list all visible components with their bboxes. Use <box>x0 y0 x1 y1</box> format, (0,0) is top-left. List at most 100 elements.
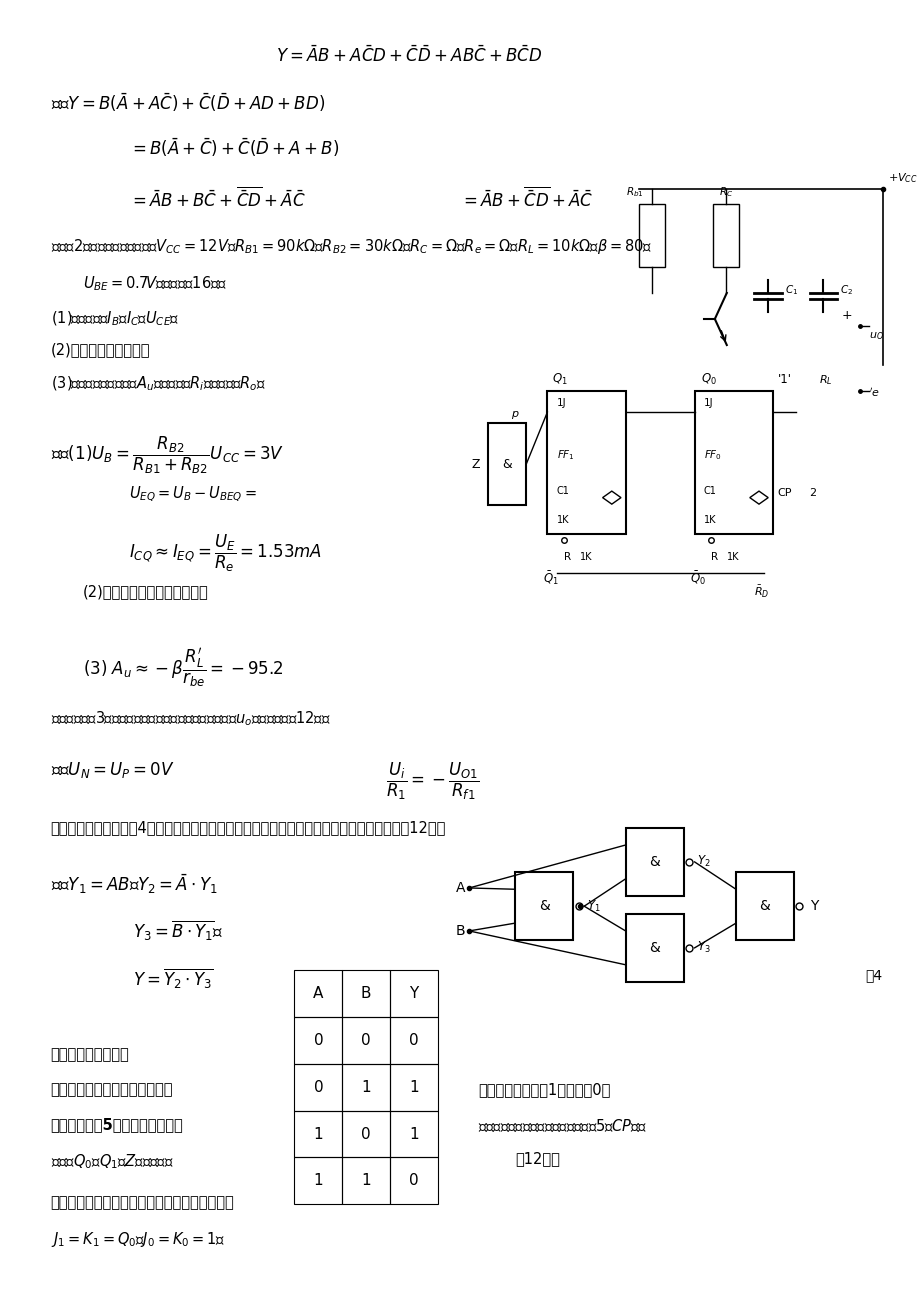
Bar <box>294 970 342 1017</box>
Text: $Y_3$: $Y_3$ <box>697 940 710 956</box>
Text: 解：(1)$U_B=\dfrac{R_{B2}}{R_{B1}+R_{B2}}U_{CC}=3V$: 解：(1)$U_B=\dfrac{R_{B2}}{R_{B1}+R_{B2}}U… <box>51 435 283 477</box>
Text: &: & <box>539 900 549 913</box>
Text: 1J: 1J <box>556 398 565 409</box>
Text: &: & <box>649 941 659 954</box>
Text: 1K: 1K <box>726 552 739 562</box>
Text: $=\bar{A}B+\overline{\bar{C}D}+\bar{A}\bar{C}$: $=\bar{A}B+\overline{\bar{C}D}+\bar{A}\b… <box>460 186 593 211</box>
Text: Y: Y <box>810 900 818 913</box>
Text: 路激励方程，状态转移方程，画出在5个$CP$脉冲: 路激励方程，状态转移方程，画出在5个$CP$脉冲 <box>478 1117 647 1134</box>
Text: (3)电路的电压放大倍数$A_u$、输入电阻$R_i$和输出电阻$R_o$；: (3)电路的电压放大倍数$A_u$、输入电阻$R_i$和输出电阻$R_o$； <box>51 375 266 393</box>
Text: 1: 1 <box>409 1079 418 1095</box>
Text: 1K: 1K <box>556 516 569 526</box>
Text: Y: Y <box>409 986 418 1001</box>
Bar <box>342 1111 390 1157</box>
Text: $U_{EQ}=U_B-U_{BEQ}=$: $U_{EQ}=U_B-U_{BEQ}=$ <box>129 484 256 504</box>
Text: 1: 1 <box>361 1079 370 1095</box>
Text: 五、电路如图3所示，设运放是理想的，试求出输出电压$u_o$的表达式。（12分）: 五、电路如图3所示，设运放是理想的，试求出输出电压$u_o$的表达式。（12分） <box>51 710 330 728</box>
Text: $R_C$: $R_C$ <box>718 185 732 199</box>
Text: 1: 1 <box>313 1126 323 1142</box>
Text: 0: 0 <box>409 1032 418 1048</box>
Text: $FF_1$: $FF_1$ <box>556 448 573 462</box>
Text: &: & <box>649 855 659 868</box>
Text: 0: 0 <box>409 1173 418 1189</box>
Bar <box>294 1064 342 1111</box>
Text: $J_1=K_1=Q_0$，$J_0=K_0=1$，: $J_1=K_1=Q_0$，$J_0=K_0=1$， <box>51 1230 225 1250</box>
Text: 作用下$Q_0$、$Q_1$和$Z$的时序图。: 作用下$Q_0$、$Q_1$和$Z$的时序图。 <box>51 1152 173 1170</box>
Text: （12分）: （12分） <box>515 1151 560 1167</box>
Text: 0: 0 <box>313 1032 323 1048</box>
Text: 四、图2所示放大电路中，已知$V_{CC}=12V$，$R_{B1}=90k\Omega$，$R_{B2}=30k\Omega$，$R_C=\Omega$，$R: 四、图2所示放大电路中，已知$V_{CC}=12V$，$R_{B1}=90k\O… <box>51 237 652 256</box>
Bar <box>712 204 738 267</box>
Bar <box>294 1157 342 1204</box>
Text: '1': '1' <box>777 372 790 385</box>
Text: $Y = \bar{A}B+A\bar{C}D+\bar{C}\bar{D}+AB\bar{C}+B\bar{C}D$: $Y = \bar{A}B+A\bar{C}D+\bar{C}\bar{D}+A… <box>276 46 542 66</box>
Text: 解：$U_N=U_P=0V$: 解：$U_N=U_P=0V$ <box>51 760 175 780</box>
Text: $Y_3=\overline{B\cdot Y_1}$，: $Y_3=\overline{B\cdot Y_1}$， <box>133 919 223 944</box>
Text: $=B(\bar{A}+\bar{C})+\bar{C}(\bar{D}+A+B)$: $=B(\bar{A}+\bar{C})+\bar{C}(\bar{D}+A+B… <box>129 137 338 159</box>
Bar <box>390 1111 437 1157</box>
Text: Z: Z <box>471 458 479 470</box>
Text: 0: 0 <box>361 1126 370 1142</box>
Text: $p$: $p$ <box>510 409 518 421</box>
Text: $u_O$: $u_O$ <box>868 331 883 342</box>
Text: 真值表如右表所示。: 真值表如右表所示。 <box>51 1047 130 1062</box>
Text: 号相异时，输出为1，反之为0。: 号相异时，输出为1，反之为0。 <box>478 1082 610 1098</box>
Text: (1)静态工作点$I_B$、$I_C$和$U_{CE}$；: (1)静态工作点$I_B$、$I_C$和$U_{CE}$； <box>51 310 179 328</box>
Text: $U_{BE}=0.7V$。试求：（16分）: $U_{BE}=0.7V$。试求：（16分） <box>83 275 227 293</box>
Text: 六、已知逻辑电路如图4所示，试写出逻辑函数表达式，列出真值表，并分析其逻辑功能。（12分）: 六、已知逻辑电路如图4所示，试写出逻辑函数表达式，列出真值表，并分析其逻辑功能。… <box>51 820 446 836</box>
Text: $C_1$: $C_1$ <box>784 283 797 297</box>
Bar <box>342 1017 390 1064</box>
Text: $FF_0$: $FF_0$ <box>703 448 721 462</box>
Text: $C_2$: $C_2$ <box>839 283 852 297</box>
Text: A: A <box>312 986 323 1001</box>
Bar <box>294 1017 342 1064</box>
Text: 解：根据电路图列出激励方程和状态转移方程：: 解：根据电路图列出激励方程和状态转移方程： <box>51 1195 234 1211</box>
Text: &: & <box>502 458 511 470</box>
Bar <box>515 872 573 940</box>
Text: 1: 1 <box>313 1173 323 1189</box>
Text: +: + <box>841 309 852 322</box>
Text: &: & <box>759 900 769 913</box>
Text: $Y_1$: $Y_1$ <box>586 898 600 914</box>
Text: CP: CP <box>777 488 791 499</box>
Text: (2)微变等效电路如下图所示：: (2)微变等效电路如下图所示： <box>83 585 209 600</box>
Text: $Q_0$: $Q_0$ <box>700 372 716 387</box>
Text: (2)画出微变等效电路；: (2)画出微变等效电路； <box>51 342 150 358</box>
Bar <box>342 1157 390 1204</box>
Text: 1K: 1K <box>703 516 716 526</box>
Text: C1: C1 <box>703 486 716 496</box>
Bar <box>694 391 772 534</box>
Text: $+V_{CC}$: $+V_{CC}$ <box>887 171 916 185</box>
Text: R: R <box>710 552 718 562</box>
Text: $=\bar{A}B+B\bar{C}+\overline{\bar{C}D}+\bar{A}\bar{C}$: $=\bar{A}B+B\bar{C}+\overline{\bar{C}D}+… <box>129 186 305 211</box>
Text: 1K: 1K <box>579 552 592 562</box>
Text: B: B <box>455 924 464 937</box>
Text: $Q_1$: $Q_1$ <box>551 372 567 387</box>
Text: 该电路为异或门电路，当输入信: 该电路为异或门电路，当输入信 <box>51 1082 173 1098</box>
Text: $\bar{R}_D$: $\bar{R}_D$ <box>754 585 769 600</box>
Bar <box>390 970 437 1017</box>
Text: $I_{CQ}\approx I_{EQ}=\dfrac{U_E}{R_e}=1.53mA$: $I_{CQ}\approx I_{EQ}=\dfrac{U_E}{R_e}=1… <box>129 533 322 574</box>
Bar <box>390 1017 437 1064</box>
Bar <box>342 970 390 1017</box>
Text: 七、分析如图5所示电路，写出电: 七、分析如图5所示电路，写出电 <box>51 1117 183 1133</box>
Text: $R_{b1}$: $R_{b1}$ <box>625 185 643 199</box>
Text: R: R <box>563 552 571 562</box>
Text: B: B <box>360 986 371 1001</box>
Text: $Y=\overline{Y_2\cdot Y_3}$: $Y=\overline{Y_2\cdot Y_3}$ <box>133 966 213 990</box>
Bar <box>487 423 526 505</box>
Text: $\bar{Q}_1$: $\bar{Q}_1$ <box>542 570 558 587</box>
Text: (3) $A_u\approx-\beta\dfrac{R_L^{\prime}}{r_{be}}=-95.2$: (3) $A_u\approx-\beta\dfrac{R_L^{\prime}… <box>83 647 283 690</box>
Text: $R_L$: $R_L$ <box>818 372 832 387</box>
Text: A: A <box>455 881 464 894</box>
Text: $\dfrac{U_i}{R_1}=-\dfrac{U_{O1}}{R_{f1}}$: $\dfrac{U_i}{R_1}=-\dfrac{U_{O1}}{R_{f1}… <box>386 760 480 802</box>
Text: 解：$Y = B(\bar{A}+A\bar{C})+\bar{C}(\bar{D}+AD+BD)$: 解：$Y = B(\bar{A}+A\bar{C})+\bar{C}(\bar{… <box>51 91 324 113</box>
Text: $Y_2$: $Y_2$ <box>697 854 710 870</box>
Text: 2: 2 <box>809 488 816 499</box>
Text: 图4: 图4 <box>864 969 881 982</box>
Bar <box>390 1157 437 1204</box>
Text: 0: 0 <box>313 1079 323 1095</box>
Text: 解：$Y_1=AB$，$Y_2=\bar{A}\cdot Y_1$: 解：$Y_1=AB$，$Y_2=\bar{A}\cdot Y_1$ <box>51 872 217 896</box>
Text: 0: 0 <box>361 1032 370 1048</box>
Bar <box>639 204 664 267</box>
